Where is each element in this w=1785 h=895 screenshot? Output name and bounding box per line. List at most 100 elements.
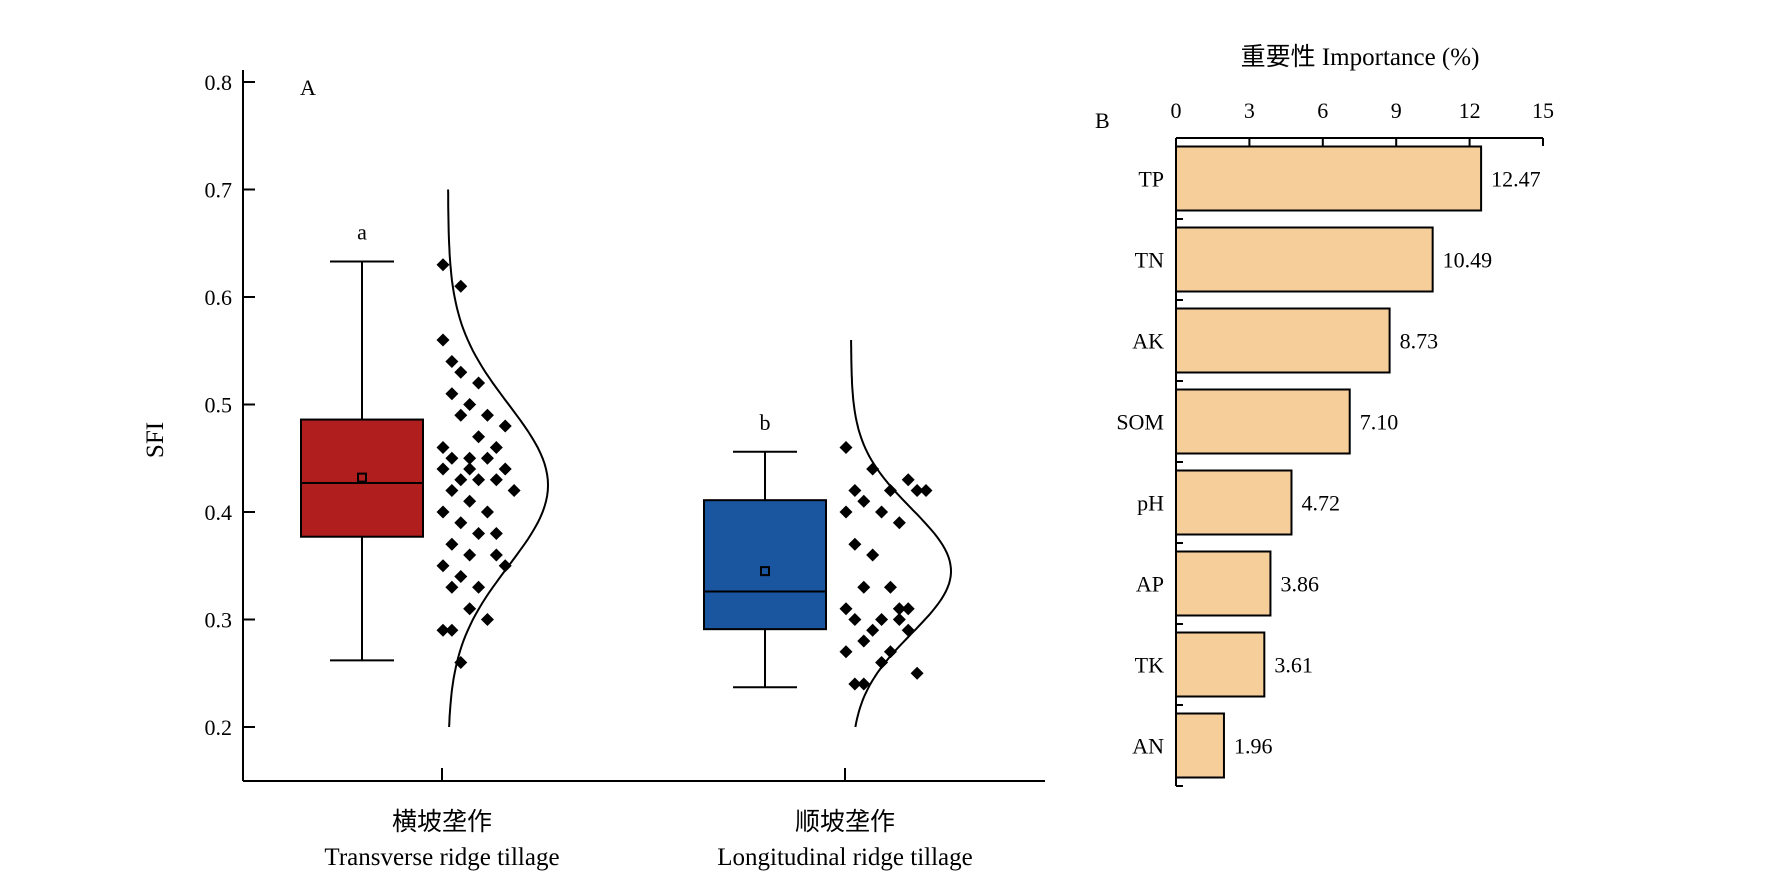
data-point (848, 484, 862, 497)
category-label: TN (1135, 248, 1164, 273)
bar (1175, 469, 1293, 536)
data-point (901, 473, 915, 487)
bar-group-AN: AN 1.96 (1132, 712, 1273, 787)
data-point (472, 527, 486, 540)
x-tick-labels: 0 3 6 9 12 15 (1171, 98, 1555, 123)
data-point (445, 451, 459, 465)
data-point (463, 462, 477, 476)
data-point (901, 623, 915, 637)
x-tick-label-4: 12 (1459, 98, 1481, 123)
data-point (866, 623, 880, 637)
mean-marker (760, 566, 770, 577)
x-tick-label-5: 15 (1532, 98, 1554, 123)
value-label: 1.96 (1234, 734, 1273, 759)
data-point (480, 408, 494, 422)
data-point (463, 398, 477, 411)
data-point (489, 473, 503, 487)
bar (1175, 631, 1266, 698)
x-tick-label-0: 0 (1171, 98, 1182, 123)
density-curve (447, 189, 550, 728)
data-point (910, 666, 924, 680)
data-point (454, 365, 468, 379)
data-point (848, 537, 862, 551)
y-tick-label-6: 0.8 (205, 70, 233, 95)
panel-b-importance-bars: B 重要性 Importance (%) 0 3 6 9 12 15 TP 12.47 TN 1… (1095, 43, 1555, 787)
data-point (875, 656, 889, 669)
value-label: 12.47 (1491, 167, 1541, 192)
data-point (857, 677, 871, 691)
value-label: 3.86 (1280, 572, 1319, 597)
data-point (892, 613, 906, 626)
data-point (857, 494, 871, 508)
bar (1175, 712, 1225, 779)
data-point (436, 623, 450, 637)
category-label: AP (1136, 572, 1164, 597)
data-point (875, 505, 889, 519)
data-point (919, 484, 933, 497)
value-label: 3.61 (1274, 653, 1313, 678)
y-tick-label-2: 0.4 (205, 500, 233, 525)
bar-group-TN: TN 10.49 (1135, 226, 1493, 301)
bar-group-TP: TP 12.47 (1138, 145, 1541, 220)
category-1-label-en: Transverse ridge tillage (324, 844, 559, 871)
data-point (489, 548, 503, 562)
bar-group-AP: AP 3.86 (1136, 550, 1319, 625)
x-axis-label: 重要性 Importance (%) (1241, 43, 1480, 71)
x-category-labels: 横坡垄作 Transverse ridge tillage 顺坡垄作 Longi… (324, 808, 972, 871)
group-1: a (300, 189, 550, 728)
significance-letter: b (760, 410, 771, 435)
data-point (445, 623, 459, 637)
data-point (498, 462, 512, 476)
data-point (839, 505, 853, 519)
category-1-label-cn: 横坡垄作 (392, 808, 492, 836)
category-2-label-en: Longitudinal ridge tillage (717, 844, 973, 871)
data-point (839, 602, 853, 616)
data-point (463, 602, 477, 616)
data-point (848, 677, 862, 691)
panel-b-letter: B (1095, 108, 1110, 133)
category-label: AN (1132, 734, 1164, 759)
data-point (436, 462, 450, 476)
y-tick-label-5: 0.7 (205, 178, 233, 203)
data-point (489, 441, 503, 454)
data-point (875, 613, 889, 626)
data-point (848, 613, 862, 626)
data-point (480, 505, 494, 519)
data-point (489, 527, 503, 540)
data-point (436, 559, 450, 573)
data-point (445, 387, 459, 401)
data-point (463, 494, 477, 508)
y-axis-label: SFI (142, 422, 169, 458)
data-point (445, 484, 459, 497)
data-point (454, 473, 468, 487)
bar-group-TK: TK 3.61 (1135, 631, 1313, 706)
value-label: 10.49 (1443, 248, 1493, 273)
data-point (498, 419, 512, 433)
data-point (883, 645, 897, 659)
panel-a-letter: A (300, 75, 316, 100)
group-2: b (703, 340, 953, 728)
category-label: TK (1135, 653, 1164, 678)
data-point (883, 484, 897, 497)
category-2-label-cn: 顺坡垄作 (795, 808, 895, 836)
box (300, 418, 424, 538)
data-point (910, 484, 924, 497)
y-tick-label-1: 0.3 (205, 608, 233, 633)
data-point (892, 516, 906, 530)
data-point (454, 570, 468, 583)
data-point (507, 484, 521, 497)
value-label: 8.73 (1400, 329, 1439, 354)
density-curve (850, 340, 953, 728)
x-tick-label-2: 6 (1317, 98, 1328, 123)
data-point (463, 451, 477, 465)
data-point (892, 602, 906, 616)
data-point (472, 430, 486, 444)
y-tick-label-4: 0.6 (205, 285, 233, 310)
data-point (472, 376, 486, 390)
significance-letter: a (357, 220, 367, 245)
bar-group-AK: AK 8.73 (1132, 307, 1439, 382)
data-point (839, 441, 853, 454)
bar (1175, 550, 1272, 617)
y-tick-labels: 0.2 0.3 0.4 0.5 0.6 0.7 0.8 (205, 70, 233, 740)
data-point (463, 548, 477, 562)
